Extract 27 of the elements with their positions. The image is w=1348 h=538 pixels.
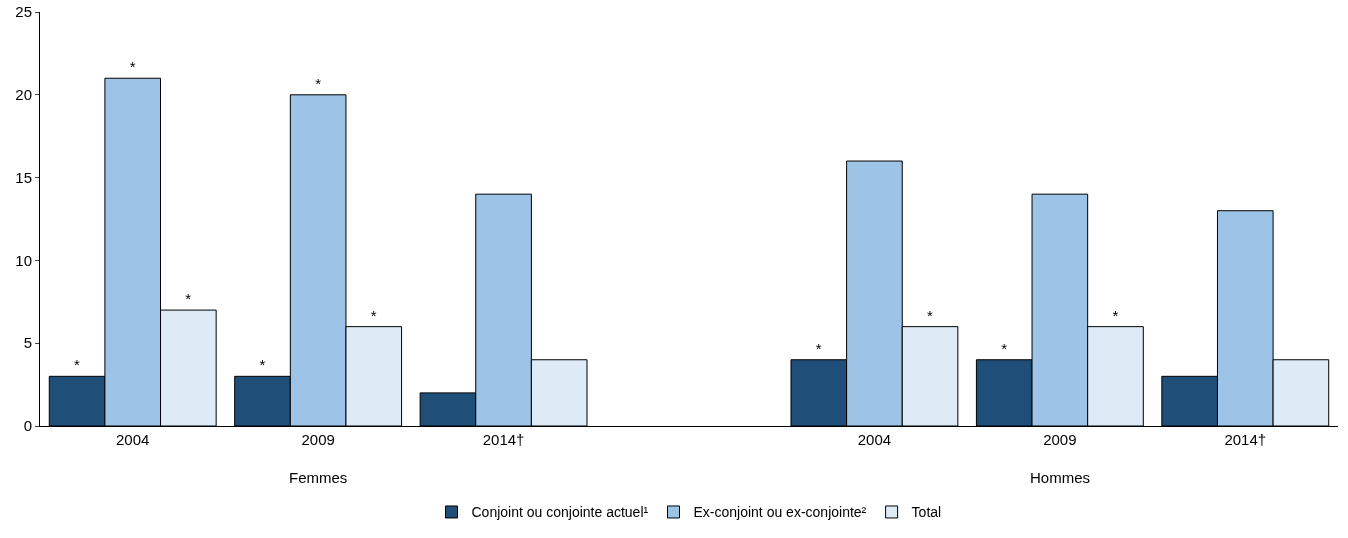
x-tick-label: 2004 [116, 431, 150, 448]
x-tick-label: 2009 [1043, 431, 1077, 448]
legend-label: Total [911, 504, 942, 521]
data-label: * [815, 339, 822, 357]
y-tick-label: 20 [15, 86, 32, 104]
y-tick-label: 10 [15, 251, 32, 269]
x-tick-label: 2009 [301, 431, 335, 448]
data-label: * [1001, 339, 1008, 357]
data-label: * [129, 58, 136, 76]
x-tick-label: 2014† [482, 431, 525, 448]
data-label: * [74, 356, 81, 374]
y-tick-label: 0 [23, 417, 32, 435]
data-label: * [927, 306, 934, 324]
data-label: * [315, 74, 322, 92]
legend-label: Conjoint ou conjointe actuel¹ [471, 504, 649, 521]
y-tick-label: 25 [15, 3, 32, 21]
data-label: * [370, 306, 377, 324]
text: Hommes [1030, 469, 1091, 486]
legend-label: Ex-conjoint ou ex-conjointe² [693, 504, 867, 521]
data-label: * [1112, 306, 1119, 324]
y-tick-label: 5 [23, 334, 32, 352]
data-label: * [259, 356, 266, 374]
x-tick-label: 2004 [857, 431, 892, 448]
text: Femmes [289, 469, 348, 486]
data-label: * [185, 290, 192, 308]
y-tick-label: 15 [15, 168, 32, 186]
x-tick-label: 2014† [1224, 431, 1267, 448]
